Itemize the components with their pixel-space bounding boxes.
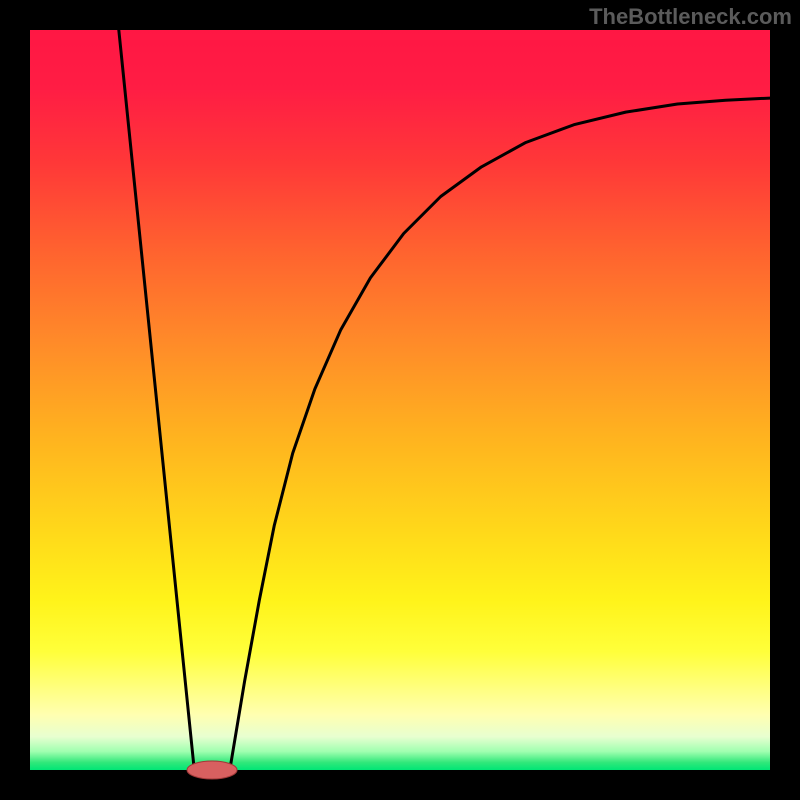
chart-container: TheBottleneck.com	[0, 0, 800, 800]
plot-area	[30, 30, 770, 770]
optimal-marker	[187, 761, 237, 779]
attribution-text: TheBottleneck.com	[589, 4, 792, 30]
chart-svg	[0, 0, 800, 800]
